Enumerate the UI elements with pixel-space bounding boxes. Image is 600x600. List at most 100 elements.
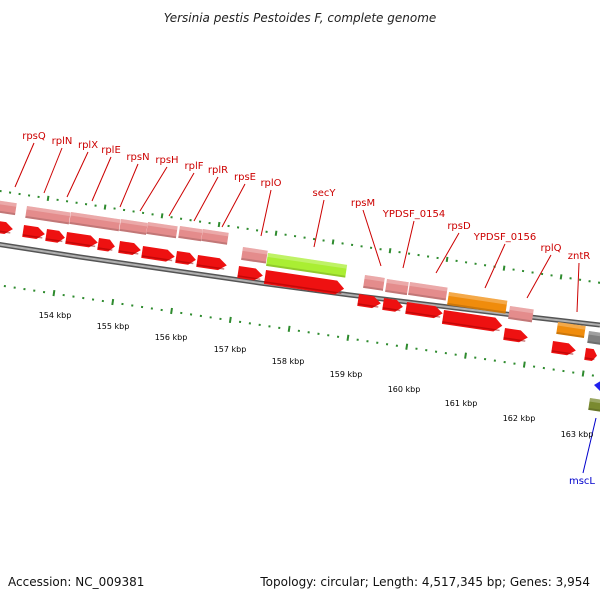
scale-tick [265,230,268,233]
gene-block [556,322,586,339]
scale-tick [483,264,487,267]
gene-block [69,212,121,232]
scale-tick [56,198,59,201]
scale-tick [474,262,477,265]
scale-tick [150,307,153,310]
scale-tick [346,334,350,341]
scale-tick [483,357,487,361]
scale-tick [376,341,379,344]
scale-tick [550,274,553,277]
scale-tick [228,316,232,324]
scale-tick [238,320,242,324]
scale-tick [132,210,135,213]
scale-ticks [0,189,600,377]
gene-label: rpsM [351,198,375,209]
scale-tick [426,255,430,258]
scale-tick [27,194,31,197]
gene-arrow [263,270,345,295]
gene-label: rpsQ [22,131,46,142]
gene-arrow [118,241,141,255]
scale-tick [502,265,506,271]
scale-tick [217,221,221,228]
gene-block [119,219,148,235]
scale-tick [327,334,330,337]
kbp-label: 161 kbp [445,399,478,408]
gene-label: rpsN [126,152,149,163]
gene-arrow [175,251,196,265]
accession-text: Accession: NC_009381 [8,575,144,589]
scale-tick [0,189,2,193]
gene-block [508,305,534,323]
scale-tick [445,256,449,263]
gene-block [447,291,508,314]
scale-tick [62,293,65,297]
gene-label-mscL: mscL [569,476,595,487]
kbp-label: 159 kbp [330,370,363,379]
scale-tick [360,245,363,248]
gene-label: rpsD [447,221,471,232]
scale-tick [278,326,281,329]
gene-leader-line [576,262,580,313]
gene-labels: rpsQ rplN rplX rplE rpsN rpsH rplF rplR rpsE rplO… [14,131,597,487]
scale-tick [522,361,526,368]
scale-tick [569,277,572,280]
gene-leader-line [193,176,219,222]
scale-tick [46,195,50,201]
kbp-label: 158 kbp [272,357,305,366]
scale-tick [407,252,411,255]
scale-tick [398,251,401,254]
scale-tick [317,332,320,335]
scale-tick [388,248,392,254]
scale-tick [227,224,230,228]
gene-label: secY [313,188,337,199]
gene-block-secY [266,252,348,278]
scale-tick [366,340,369,343]
gene-leader-line [362,209,382,267]
scale-tick [122,208,126,212]
scale-tick [198,220,202,223]
scale-tick [503,360,506,364]
scale-tick [121,302,124,306]
scale-tick [72,295,75,298]
scale-tick [455,259,458,263]
gene-block [587,331,600,346]
scale-tick [37,195,40,199]
scale-tick [464,261,468,264]
scale-tick [513,362,516,365]
gene-leader-line [66,151,89,198]
scale-tick [434,350,438,353]
scale-tick [405,343,409,350]
scale-tick [521,269,525,273]
gene-leader-line [14,142,35,188]
scale-tick [350,243,354,247]
kbp-label: 160 kbp [388,385,421,394]
scale-tick [385,343,389,346]
gene-arrow [45,229,65,243]
gene-label: rplN [52,136,73,147]
gene-arrow [357,294,381,309]
gene-label: rpsH [155,155,178,166]
gene-label: rplO [260,178,281,189]
scale-tick [23,287,26,291]
scale-tick [255,229,259,232]
scale-tick [82,296,85,300]
gene-leader-line [221,183,246,228]
gene-leader-line [402,220,415,269]
scale-tick [562,369,565,373]
gene-arrow [405,302,443,319]
scale-tick [274,230,278,236]
kbp-label: 156 kbp [155,333,188,342]
scale-tick [417,253,420,257]
scale-tick [160,308,163,312]
scale-tick [13,286,16,289]
gene-arrow [382,298,403,312]
gene-label: rplQ [540,243,561,254]
scale-tick [248,322,251,325]
gene-block [363,275,385,291]
scale-tick [101,299,104,303]
scale-tick [454,353,457,356]
scale-tick [284,233,287,236]
scale-tick [297,329,300,332]
gene-features [0,200,600,413]
